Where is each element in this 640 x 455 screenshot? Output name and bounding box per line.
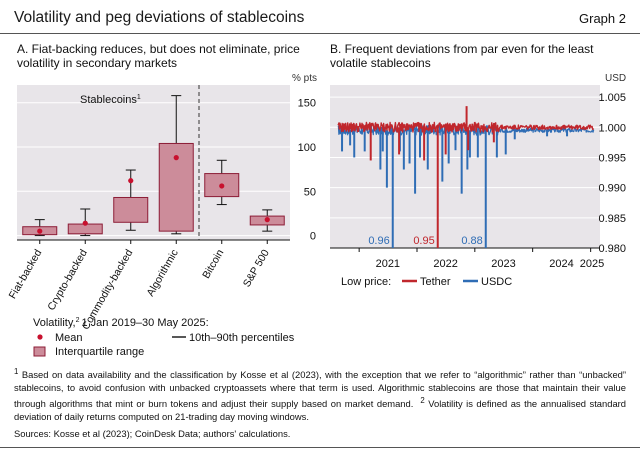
panel-b-annotation-2: 0.88 [461, 235, 482, 247]
legend-tether-label: Tether [420, 276, 451, 288]
legend-percentile-label: 10th–90th percentiles [189, 332, 295, 344]
footnote-2: Volatility is defined as the annualised … [14, 397, 626, 422]
box-mean-dot-3 [173, 155, 179, 161]
panel-a-ytick-label-3: 150 [298, 98, 316, 110]
panel-b-plot-area [330, 85, 600, 248]
panel-b-ytick-label-0: 0.980 [598, 243, 626, 255]
panel-b-annotation-1: 0.95 [413, 235, 434, 247]
box-iqr-2 [113, 196, 149, 223]
panel-a-ytick-label-2: 100 [298, 142, 316, 154]
panel-b-ytick-label-3: 0.995 [598, 152, 626, 164]
panel-b-ytick-label-5: 1.005 [598, 92, 626, 104]
panel-b-unit: USD [605, 73, 627, 84]
panel-a-category-label-5: S&P 500 [241, 247, 272, 289]
graph-number: Graph 2 [579, 11, 626, 26]
panel-a-ytick-label-0: 0 [310, 231, 316, 243]
legend-iqr-swatch [33, 346, 46, 357]
legend-mean-marker [37, 334, 43, 340]
panel-a-legend-period: 1 Jan 2019–30 May 2025: [82, 317, 209, 329]
legend-usdc-label: USDC [481, 276, 512, 288]
panel-b-xtick-label-2: 2023 [491, 258, 515, 270]
panel-b-title: B. Frequent deviations from par even for… [330, 42, 594, 70]
panel-b-ytick-label-4: 1.000 [598, 122, 626, 134]
graph-header: Volatility and peg deviations of stablec… [0, 0, 640, 36]
box-mean-dot-2 [128, 178, 134, 184]
footnote-1: Based on data availability and the class… [14, 369, 626, 409]
bottom-rule [0, 447, 640, 448]
panel-a-category-label-3: Algorithmic [144, 248, 180, 299]
box-mean-dot-0 [37, 228, 43, 234]
panel-b-xtick-label-1: 2022 [433, 258, 457, 270]
footnote-1-marker: 1 [14, 367, 19, 376]
panel-b-xtick-label-0: 2021 [376, 258, 400, 270]
box-mean-dot-1 [82, 220, 88, 226]
panel-a-category-label-1: Crypto-backed [45, 247, 90, 312]
panel-b-xtick-label-4: 2025 [580, 258, 604, 270]
sources: Sources: Kosse et al (2023); CoinDesk Da… [14, 428, 291, 439]
panel-b-legend-prefix: Low price: [341, 276, 391, 288]
panel-a-category-label-0: Fiat-backed [7, 247, 45, 301]
header-rule [0, 33, 640, 34]
panel-b-xtick-label-3: 2024 [549, 258, 573, 270]
panel-a-legend-footnote-marker: 2 [76, 317, 80, 324]
panel-a-plot-area [17, 85, 290, 240]
panel-b-ytick-label-2: 0.990 [598, 183, 626, 195]
panel-b-annotation-0: 0.96 [368, 235, 389, 247]
legend-iqr-label: Interquartile range [55, 346, 144, 358]
panel-b-ytick-label-1: 0.985 [598, 213, 626, 225]
box-mean-dot-5 [264, 217, 270, 223]
graph-title: Volatility and peg deviations of stablec… [14, 9, 305, 26]
panel-a-ytick-label-1: 50 [304, 186, 316, 198]
panel-a-category-label-4: Bitcoin [200, 247, 226, 280]
footnotes: 1 Based on data availability and the cla… [14, 366, 626, 423]
panel-a-unit: % pts [292, 73, 318, 84]
panel-a-group-label: Stablecoins1 [80, 94, 141, 106]
panel-a-title: A. Fiat-backing reduces, but does not el… [17, 42, 300, 70]
footnote-2-marker: 2 [420, 395, 425, 405]
panel-a-legend-title: Volatility,2 1 Jan 2019–30 May 2025: [33, 317, 209, 329]
legend-mean-label: Mean [55, 332, 83, 344]
box-mean-dot-4 [219, 183, 225, 189]
panel-a-group-label-footnote-marker: 1 [137, 94, 141, 101]
